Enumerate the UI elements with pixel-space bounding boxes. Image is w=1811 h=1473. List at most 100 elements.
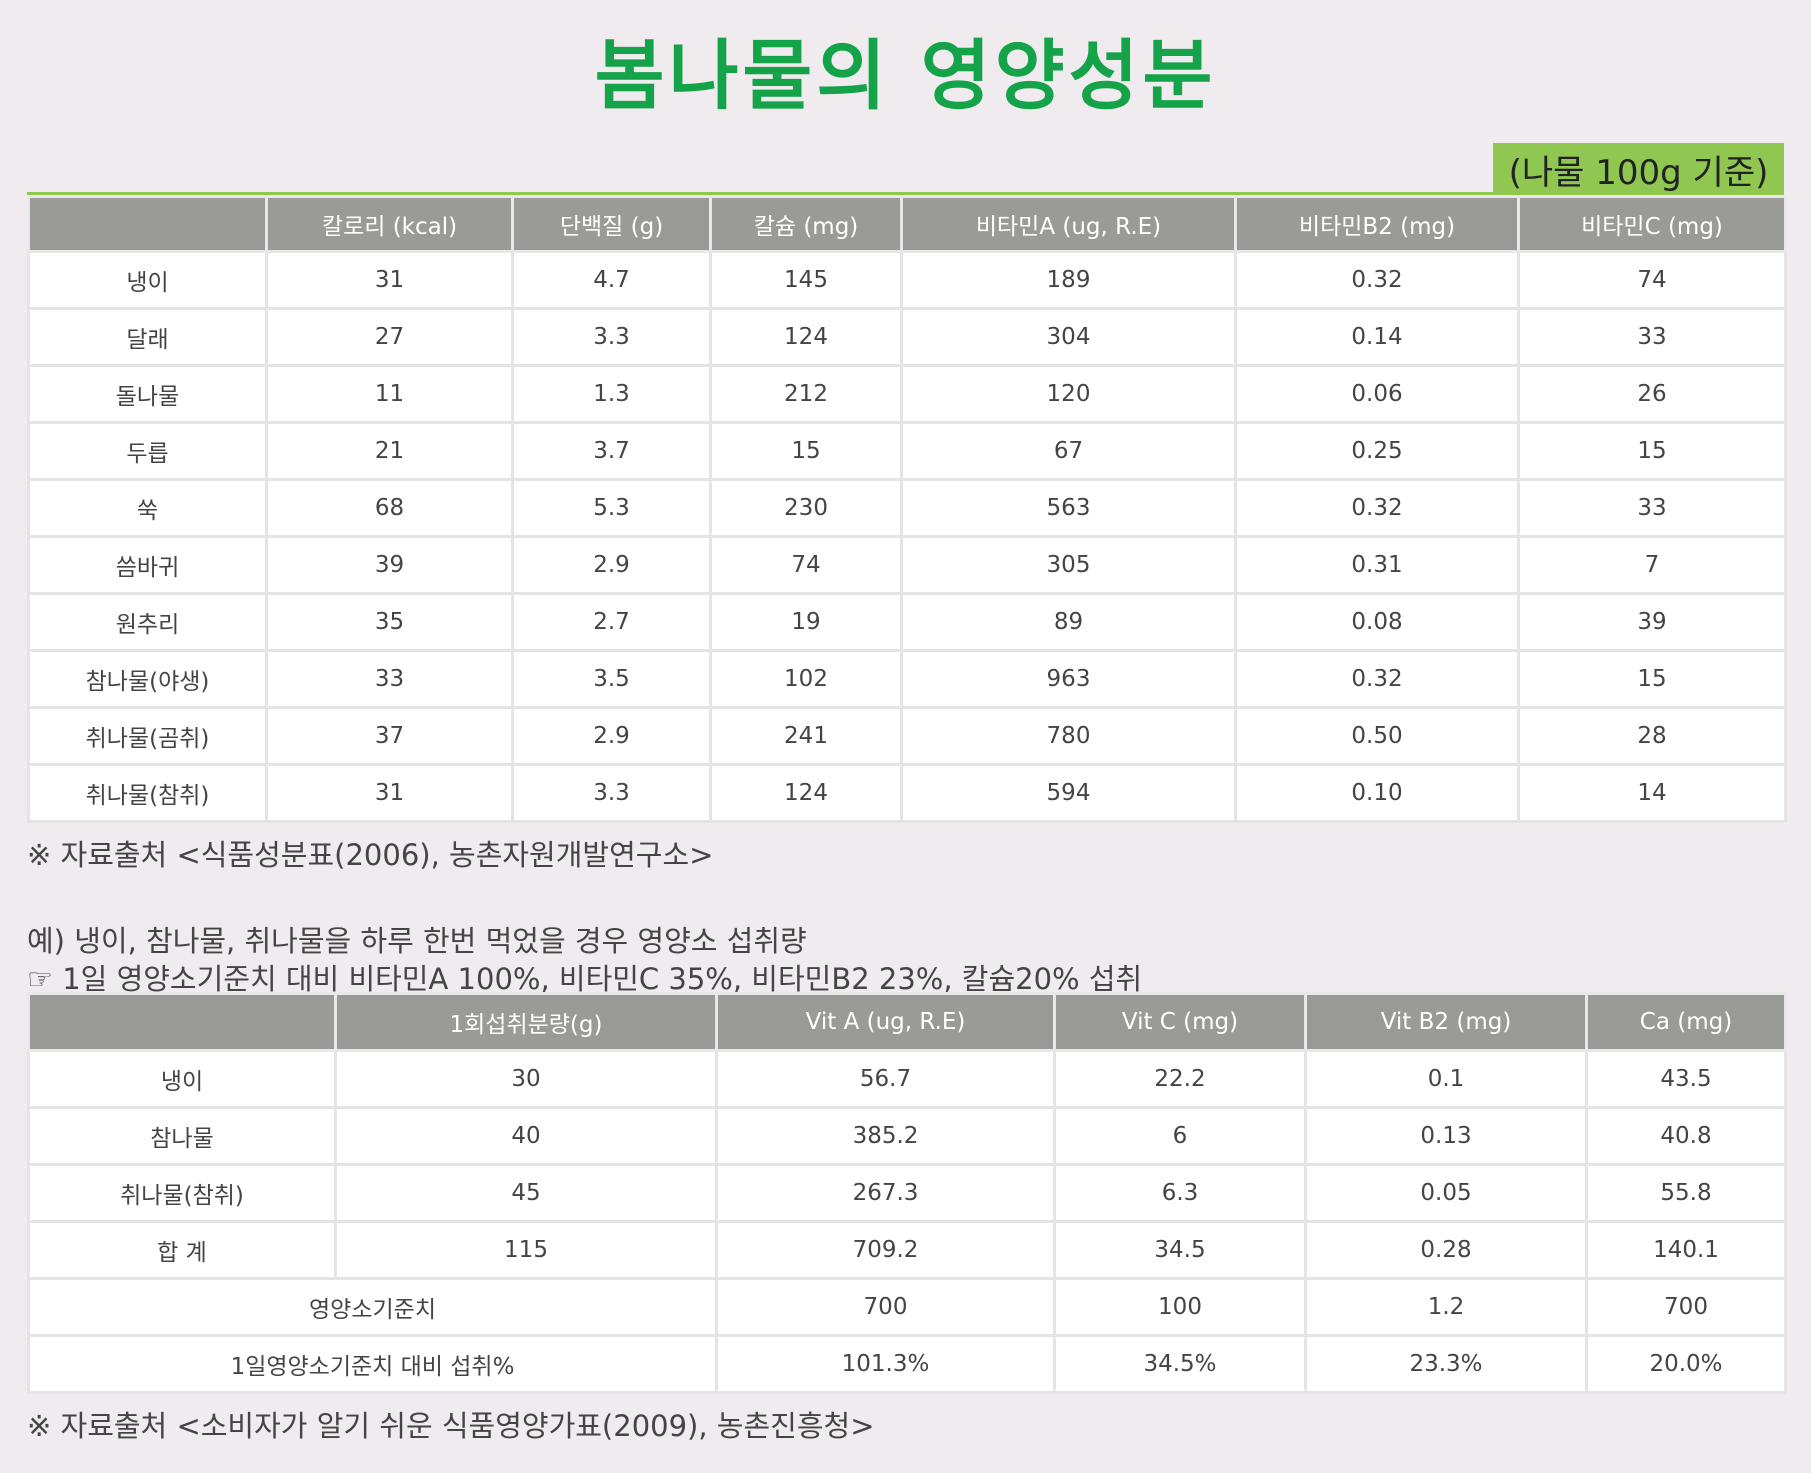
table-cell: 39 (1517, 592, 1787, 652)
table-cell: 0.31 (1234, 535, 1520, 595)
table-cell: 0.05 (1304, 1163, 1588, 1223)
header-cell: 비타민B2 (mg) (1234, 195, 1520, 253)
table-cell: 21 (265, 421, 514, 481)
table-row: 쑥 68 5.3 230 563 0.32 33 (27, 478, 1787, 538)
table-cell: 합 계 (27, 1220, 337, 1280)
table-cell: 89 (900, 592, 1237, 652)
table-cell: 참나물(야생) (27, 649, 268, 709)
table-cell: 0.28 (1304, 1220, 1588, 1280)
table-cell: 40 (334, 1106, 718, 1166)
table-cell: 101.3% (715, 1334, 1056, 1394)
table-cell: 26 (1517, 364, 1787, 424)
table-row: 냉이 31 4.7 145 189 0.32 74 (27, 250, 1787, 310)
table-cell: 1.2 (1304, 1277, 1588, 1337)
table-row: 돌나물 11 1.3 212 120 0.06 26 (27, 364, 1787, 424)
table-cell: 4.7 (511, 250, 712, 310)
percent-row: 1일영양소기준치 대비 섭취% 101.3% 34.5% 23.3% 20.0% (27, 1334, 1787, 1394)
table-cell: 23.3% (1304, 1334, 1588, 1394)
nutrition-table: 칼로리 (kcal) 단백질 (g) 칼슘 (mg) 비타민A (ug, R.E… (27, 195, 1787, 823)
header-divider (27, 192, 1784, 196)
table-cell: 1일영양소기준치 대비 섭취% (27, 1334, 718, 1394)
header-cell: 1회섭취분량(g) (334, 992, 718, 1052)
source-note: ※ 자료출처 <식품성분표(2006), 농촌자원개발연구소> (27, 838, 714, 872)
table-cell: 594 (900, 763, 1237, 823)
table-cell: 241 (709, 706, 903, 766)
table-cell: 34.5 (1053, 1220, 1307, 1280)
table-cell: 달래 (27, 307, 268, 367)
header-cell (27, 992, 337, 1052)
table-cell: 취나물(참취) (27, 1163, 337, 1223)
page-title: 봄나물의 영양성분 (594, 31, 1217, 120)
table-cell: 100 (1053, 1277, 1307, 1337)
table-cell: 0.1 (1304, 1049, 1588, 1109)
table-cell: 2.9 (511, 706, 712, 766)
header-cell: 칼로리 (kcal) (265, 195, 514, 253)
table-cell: 43.5 (1585, 1049, 1787, 1109)
table-cell: 28 (1517, 706, 1787, 766)
table-cell: 22.2 (1053, 1049, 1307, 1109)
header-cell: Vit B2 (mg) (1304, 992, 1588, 1052)
table-cell: 7 (1517, 535, 1787, 595)
table-cell: 돌나물 (27, 364, 268, 424)
table-cell: 3.5 (511, 649, 712, 709)
table-cell: 14 (1517, 763, 1787, 823)
table-cell: 취나물(곰취) (27, 706, 268, 766)
table-cell: 124 (709, 307, 903, 367)
example-line: 예) 냉이, 참나물, 취나물을 하루 한번 먹었을 경우 영양소 섭취량 (27, 924, 807, 958)
table-cell: 37 (265, 706, 514, 766)
table-cell: 124 (709, 763, 903, 823)
table-cell: 140.1 (1585, 1220, 1787, 1280)
table-cell: 0.32 (1234, 478, 1520, 538)
table-cell: 15 (1517, 649, 1787, 709)
table-cell: 700 (1585, 1277, 1787, 1337)
header-cell: 칼슘 (mg) (709, 195, 903, 253)
table-cell: 15 (1517, 421, 1787, 481)
table-cell: 냉이 (27, 1049, 337, 1109)
table-cell: 55.8 (1585, 1163, 1787, 1223)
table-cell: 709.2 (715, 1220, 1056, 1280)
table-cell: 30 (334, 1049, 718, 1109)
header-cell (27, 195, 268, 253)
table-cell: 33 (1517, 478, 1787, 538)
table-cell: 74 (709, 535, 903, 595)
table-row: 참나물(야생) 33 3.5 102 963 0.32 15 (27, 649, 1787, 709)
table-cell: 0.50 (1234, 706, 1520, 766)
table-cell: 74 (1517, 250, 1787, 310)
table-cell: 0.32 (1234, 250, 1520, 310)
table-cell: 3.7 (511, 421, 712, 481)
table-cell: 385.2 (715, 1106, 1056, 1166)
table-row: 취나물(참취) 45 267.3 6.3 0.05 55.8 (27, 1163, 1787, 1223)
table-cell: 40.8 (1585, 1106, 1787, 1166)
table-cell: 35 (265, 592, 514, 652)
header-cell: Vit C (mg) (1053, 992, 1307, 1052)
table-cell: 68 (265, 478, 514, 538)
table-cell: 31 (265, 763, 514, 823)
header-cell: Vit A (ug, R.E) (715, 992, 1056, 1052)
table-cell: 963 (900, 649, 1237, 709)
table-cell: 39 (265, 535, 514, 595)
table-cell: 33 (265, 649, 514, 709)
table-row: 참나물 40 385.2 6 0.13 40.8 (27, 1106, 1787, 1166)
source-note: ※ 자료출처 <소비자가 알기 쉬운 식품영양가표(2009), 농촌진흥청> (27, 1409, 875, 1443)
table-cell: 115 (334, 1220, 718, 1280)
table-cell: 305 (900, 535, 1237, 595)
table-row: 두릅 21 3.7 15 67 0.25 15 (27, 421, 1787, 481)
table-header-row: 칼로리 (kcal) 단백질 (g) 칼슘 (mg) 비타민A (ug, R.E… (27, 195, 1787, 253)
table-cell: 1.3 (511, 364, 712, 424)
table-cell: 0.13 (1304, 1106, 1588, 1166)
table-cell: 6.3 (1053, 1163, 1307, 1223)
unit-badge: (나물 100g 기준) (1493, 143, 1784, 195)
table-header-row: 1회섭취분량(g) Vit A (ug, R.E) Vit C (mg) Vit… (27, 992, 1787, 1052)
table-cell: 두릅 (27, 421, 268, 481)
table-cell: 3.3 (511, 307, 712, 367)
table-cell: 5.3 (511, 478, 712, 538)
header-cell: 비타민C (mg) (1517, 195, 1787, 253)
table-row: 냉이 30 56.7 22.2 0.1 43.5 (27, 1049, 1787, 1109)
table-cell: 563 (900, 478, 1237, 538)
table-cell: 3.3 (511, 763, 712, 823)
table-cell: 0.08 (1234, 592, 1520, 652)
table-cell: 11 (265, 364, 514, 424)
table-cell: 33 (1517, 307, 1787, 367)
intake-table: 1회섭취분량(g) Vit A (ug, R.E) Vit C (mg) Vit… (27, 992, 1787, 1394)
table-cell: 45 (334, 1163, 718, 1223)
